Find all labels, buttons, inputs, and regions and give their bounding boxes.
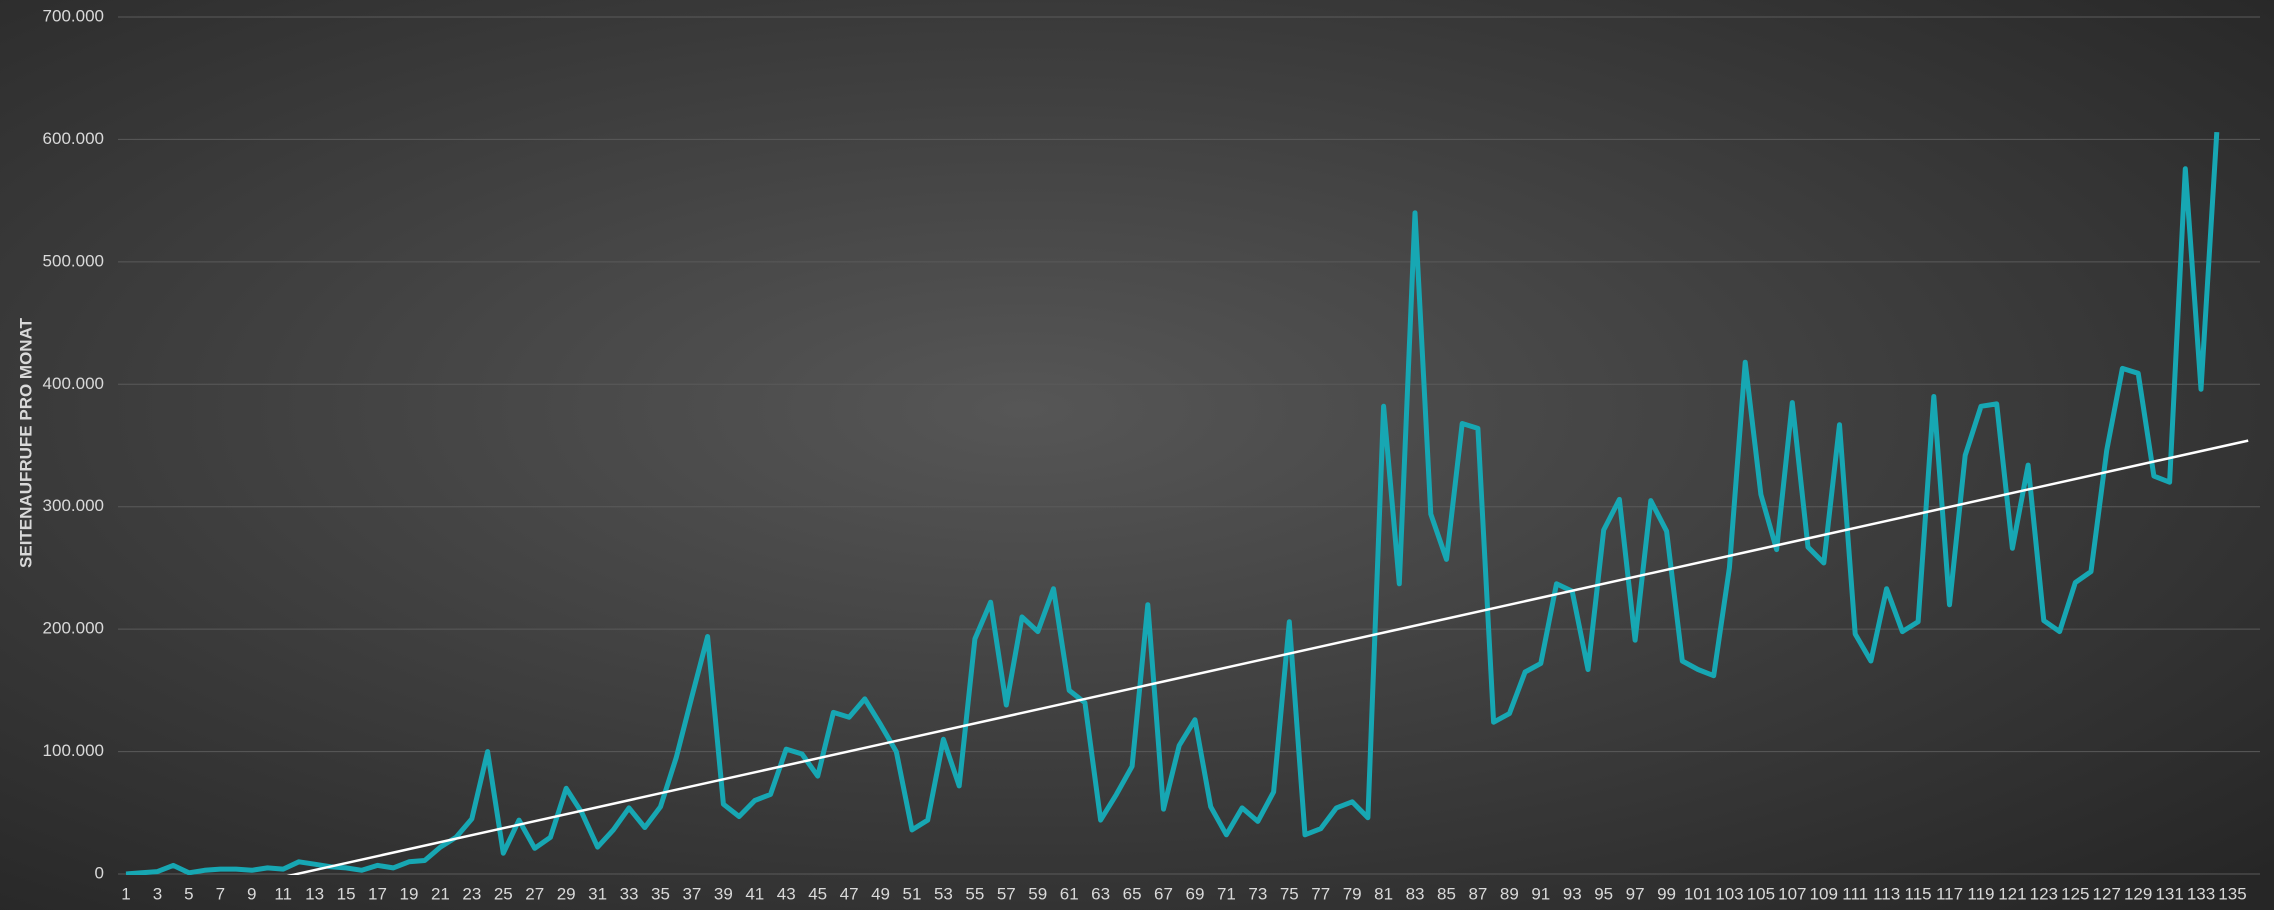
x-tick-label: 121 <box>1998 884 2026 903</box>
x-tick-label: 113 <box>1873 884 1900 903</box>
x-tick-label: 55 <box>965 884 984 903</box>
y-tick-label: 700.000 <box>43 6 104 25</box>
x-tick-label: 43 <box>777 884 796 903</box>
y-tick-label: 400.000 <box>43 374 104 393</box>
x-tick-label: 25 <box>494 884 513 903</box>
x-tick-label: 11 <box>274 884 292 903</box>
x-tick-label: 133 <box>2187 884 2215 903</box>
x-tick-label: 35 <box>651 884 670 903</box>
x-tick-label: 123 <box>2030 884 2058 903</box>
x-tick-label: 69 <box>1185 884 1204 903</box>
x-tick-label: 105 <box>1747 884 1775 903</box>
x-tick-label: 17 <box>368 884 387 903</box>
x-tick-label: 3 <box>153 884 162 903</box>
y-tick-label: 300.000 <box>43 496 104 515</box>
x-tick-label: 85 <box>1437 884 1456 903</box>
x-tick-label: 87 <box>1468 884 1487 903</box>
x-tick-label: 119 <box>1967 884 1994 903</box>
x-tick-label: 79 <box>1343 884 1362 903</box>
y-tick-label: 600.000 <box>43 129 104 148</box>
x-tick-label: 41 <box>745 884 764 903</box>
y-tick-label: 100.000 <box>43 741 104 760</box>
x-tick-label: 115 <box>1905 884 1932 903</box>
x-tick-label: 21 <box>431 884 450 903</box>
x-tick-label: 97 <box>1626 884 1645 903</box>
x-tick-label: 93 <box>1563 884 1582 903</box>
x-tick-label: 125 <box>2061 884 2089 903</box>
x-tick-label: 77 <box>1311 884 1330 903</box>
x-tick-label: 7 <box>216 884 225 903</box>
y-axis-title: SEITENAUFRUFE PRO MONAT <box>16 317 35 568</box>
data-line <box>125 131 2220 875</box>
x-tick-label: 49 <box>871 884 890 903</box>
x-tick-label: 107 <box>1778 884 1806 903</box>
x-tick-label: 111 <box>1842 884 1868 903</box>
x-tick-label: 81 <box>1374 884 1393 903</box>
x-tick-label: 75 <box>1280 884 1299 903</box>
x-tick-label: 31 <box>588 884 607 903</box>
x-tick-label: 9 <box>247 884 256 903</box>
x-tick-label: 15 <box>337 884 356 903</box>
x-tick-label: 71 <box>1217 884 1236 903</box>
x-tick-label: 65 <box>1123 884 1142 903</box>
x-tick-label: 37 <box>682 884 701 903</box>
x-tick-label: 131 <box>2155 884 2183 903</box>
x-tick-label: 57 <box>997 884 1016 903</box>
x-tick-label: 91 <box>1531 884 1550 903</box>
x-tick-label: 13 <box>305 884 324 903</box>
x-tick-label: 135 <box>2218 884 2246 903</box>
x-tick-label: 67 <box>1154 884 1173 903</box>
x-tick-label: 73 <box>1248 884 1267 903</box>
x-tick-label: 1 <box>121 884 130 903</box>
x-tick-label: 61 <box>1060 884 1079 903</box>
x-tick-label: 83 <box>1406 884 1425 903</box>
x-tick-label: 33 <box>620 884 639 903</box>
trendline <box>286 439 2249 875</box>
x-tick-label: 63 <box>1091 884 1110 903</box>
x-tick-label: 47 <box>840 884 859 903</box>
x-tick-label: 51 <box>903 884 922 903</box>
x-tick-label: 39 <box>714 884 733 903</box>
x-tick-label: 23 <box>462 884 481 903</box>
x-tick-label: 59 <box>1028 884 1047 903</box>
y-tick-label: 500.000 <box>43 251 104 270</box>
x-tick-label: 53 <box>934 884 953 903</box>
plot-area <box>125 131 2249 875</box>
x-tick-label: 117 <box>1936 884 1963 903</box>
x-tick-label: 5 <box>184 884 193 903</box>
x-tick-label: 45 <box>808 884 827 903</box>
x-tick-label: 27 <box>525 884 544 903</box>
x-tick-label: 89 <box>1500 884 1519 903</box>
y-tick-label: 200.000 <box>43 619 104 638</box>
x-tick-label: 95 <box>1594 884 1613 903</box>
x-tick-label: 103 <box>1715 884 1743 903</box>
x-tick-label: 101 <box>1684 884 1712 903</box>
y-tick-label: 0 <box>95 863 104 882</box>
x-tick-label: 19 <box>399 884 418 903</box>
x-tick-label: 99 <box>1657 884 1676 903</box>
x-tick-label: 127 <box>2093 884 2121 903</box>
x-tick-label: 129 <box>2124 884 2152 903</box>
x-tick-label: 109 <box>1810 884 1838 903</box>
x-tick-label: 29 <box>557 884 576 903</box>
